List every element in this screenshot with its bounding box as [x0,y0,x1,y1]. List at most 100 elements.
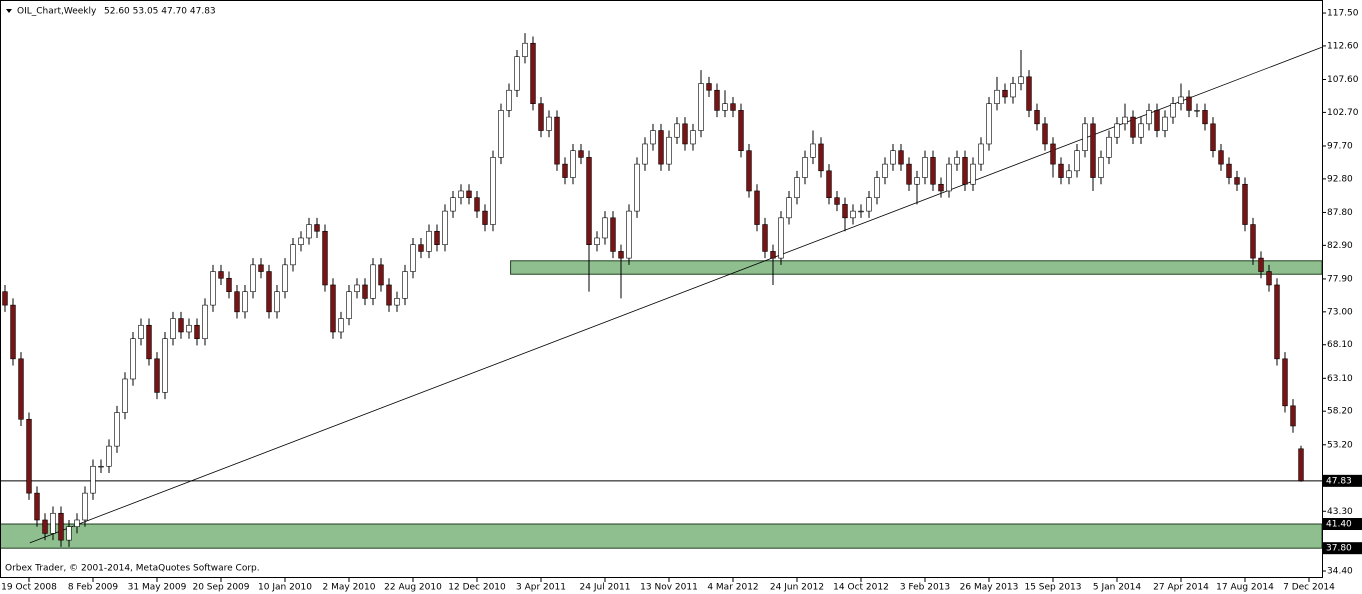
x-tick-label: 20 Sep 2009 [192,583,249,593]
candle-body [282,264,288,292]
candle-body [626,210,632,259]
candle-body [562,163,568,178]
candle-body [1242,183,1248,225]
candle-body [202,304,208,339]
candle-body [658,130,664,165]
candle-body [698,83,704,131]
candle-body [274,291,280,313]
candle-body [722,103,728,111]
candle-body [1146,110,1152,125]
candle-body [1130,116,1136,138]
candle-body [1298,448,1304,482]
menu-arrow[interactable] [6,9,12,13]
candle-body [978,143,984,165]
candle-body [1282,358,1288,407]
candle-body [1002,89,1008,98]
candle-body [826,170,832,198]
candle-body [258,264,264,272]
candle-body [138,324,144,339]
candle-body [26,418,32,494]
price-label-box [1323,474,1362,487]
x-tick-label: 17 Aug 2014 [1216,583,1274,593]
candle-body [570,150,576,178]
candle-body [1202,110,1208,125]
candle-body [898,150,904,165]
candle-body [994,89,1000,104]
candle-body [370,264,376,299]
candle-body [682,123,688,145]
candle-body [738,110,744,151]
candle-body [746,150,752,192]
candle-body [114,412,120,447]
candle-body [706,83,712,91]
candle-body [226,277,232,292]
candle-body [442,210,448,245]
x-tick-label: 8 Feb 2009 [68,583,119,593]
candle-body [1138,123,1144,138]
candle-body [290,244,296,266]
candle-body [1170,103,1176,118]
candle-body [650,130,656,145]
candle-body [1234,177,1240,185]
candle-body [266,271,272,313]
candle-body [770,251,776,259]
candle-body [810,143,816,158]
candle-body [634,163,640,212]
candle-body [450,197,456,212]
candle-body [1258,257,1264,272]
candle-body [418,244,424,252]
candle-body [314,224,320,232]
candle-body [874,177,880,198]
x-tick-label: 13 Nov 2011 [640,583,698,593]
candle-body [410,244,416,272]
x-tick-label: 5 Jan 2014 [1093,583,1141,593]
candle-body [178,318,184,333]
candle-body [146,324,152,360]
candle-body [514,56,520,91]
candle-body [690,130,696,145]
candle-body [794,177,800,198]
x-tick-label: 4 Mar 2012 [707,583,758,593]
candle-body [1122,116,1128,125]
candle-body [170,318,176,339]
candle-body [954,157,960,165]
candle-body [1290,405,1296,427]
candle-body [546,116,552,131]
chart-title: OIL_Chart,Weekly [17,7,97,17]
candle-body [1106,136,1112,158]
candle-body [1114,123,1120,138]
price-label-box [1323,518,1362,531]
candle-body [962,157,968,185]
candle-body [58,512,64,541]
candle-body [1218,150,1224,165]
candle-body [498,110,504,158]
zone [0,523,1323,549]
trendline [29,46,1322,544]
candle-body [330,284,336,333]
y-tick-label: 53.20 [1327,440,1353,450]
candle-body [434,230,440,245]
candle-body [1098,157,1104,178]
ohlc-text: 52.60 53.05 47.70 47.83 [104,7,216,17]
candle-body [50,512,56,534]
zone [510,260,1323,275]
candle-body [1210,123,1216,151]
candle-body [578,150,584,158]
candle-body [930,157,936,185]
y-tick-label: 58.20 [1327,407,1353,417]
candle-body [218,271,224,279]
candle-body [850,210,856,219]
candle-body [674,123,680,138]
y-tick-label: 82.90 [1327,241,1353,251]
price-label: 47.83 [1326,476,1352,486]
x-tick-label: 12 Dec 2010 [448,583,506,593]
candle-body [1154,110,1160,131]
candle-body [778,217,784,259]
candle-body [906,163,912,185]
candle-body [1186,96,1192,111]
y-tick-label: 117.50 [1327,9,1359,19]
candle-body [490,157,496,225]
candle-body [882,163,888,178]
candle-body [250,264,256,292]
